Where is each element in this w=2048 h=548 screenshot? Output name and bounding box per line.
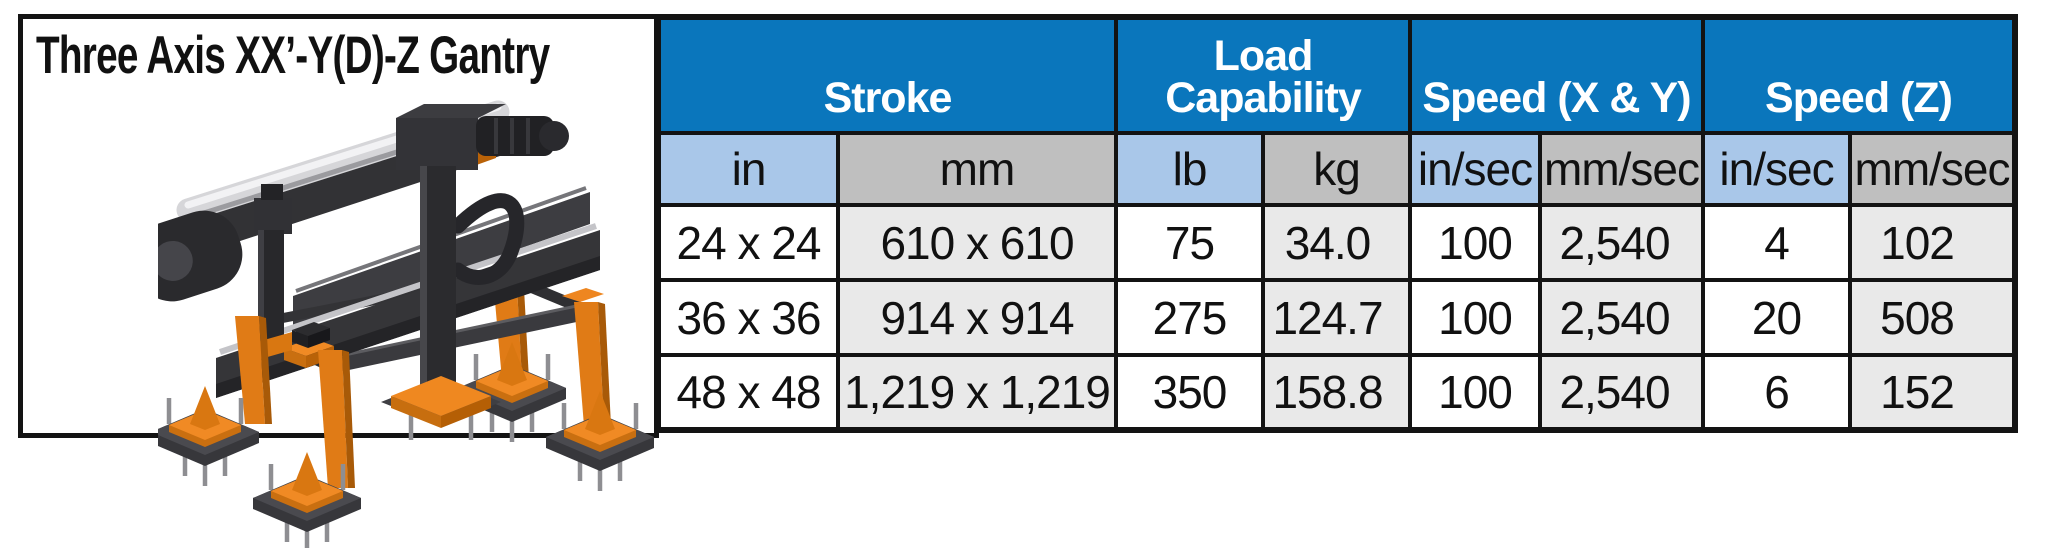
cell-speedz-mmsec: 508: [1848, 278, 2017, 357]
unit-speedxy-insec: in/sec: [1408, 131, 1542, 207]
unit-speedz-mmsec: mm/sec: [1848, 131, 2017, 207]
unit-stroke-mm: mm: [836, 131, 1118, 207]
cell-speedz-mmsec: 152: [1848, 353, 2017, 432]
cell-speedxy-insec: 100: [1408, 278, 1542, 357]
gantry-leg: [546, 288, 654, 491]
cell-stroke-in: 24 x 24: [656, 203, 840, 282]
cell-speedxy-mmsec: 2,540: [1538, 278, 1705, 357]
group-header-load-capability: Load Capability: [1114, 15, 1412, 135]
gantry-product-image: [158, 100, 670, 548]
cell-load-kg: 34.0: [1261, 203, 1412, 282]
cell-speedz-insec: 20: [1701, 278, 1852, 357]
cell-speedxy-mmsec: 2,540: [1538, 203, 1705, 282]
cell-speedxy-insec: 100: [1408, 353, 1542, 432]
group-header-speed-z: Speed (Z): [1701, 15, 2017, 135]
table-row: 24 x 24 610 x 610 75 34.0 100 2,540 4 10…: [656, 203, 2017, 282]
cell-stroke-mm: 1,219 x 1,219: [836, 353, 1118, 432]
cell-speedz-insec: 4: [1701, 203, 1852, 282]
cell-stroke-mm: 914 x 914: [836, 278, 1118, 357]
belt-housing: [158, 210, 243, 302]
gantry-leg: [253, 350, 361, 548]
cell-load-kg: 124.7: [1261, 278, 1412, 357]
gantry-z-axis: [381, 104, 569, 440]
unit-speedz-insec: in/sec: [1701, 131, 1852, 207]
unit-load-kg: kg: [1261, 131, 1412, 207]
group-header-speed-xy: Speed (X & Y): [1408, 15, 1705, 135]
cell-stroke-mm: 610 x 610: [836, 203, 1118, 282]
cell-speedz-insec: 6: [1701, 353, 1852, 432]
gantry-leg: [158, 316, 272, 486]
table-row: 36 x 36 914 x 914 275 124.7 100 2,540 20…: [656, 278, 2017, 357]
table-row: 48 x 48 1,219 x 1,219 350 158.8 100 2,54…: [656, 353, 2017, 432]
group-header-stroke: Stroke: [656, 15, 1118, 135]
cell-speedz-mmsec: 102: [1848, 203, 2017, 282]
cell-load-lb: 75: [1114, 203, 1265, 282]
spec-table: Stroke Load Capability Speed (X & Y) Spe…: [655, 14, 2018, 433]
table-unit-header-row: in mm lb kg in/sec mm/sec in/sec mm/sec: [656, 131, 2017, 207]
unit-speedxy-mmsec: mm/sec: [1538, 131, 1705, 207]
gantry-tool-plate: [381, 376, 501, 440]
product-title: Three Axis XX’-Y(D)-Z Gantry: [36, 26, 550, 85]
cell-load-lb: 275: [1114, 278, 1265, 357]
cell-stroke-in: 36 x 36: [656, 278, 840, 357]
unit-load-lb: lb: [1114, 131, 1265, 207]
cell-speedxy-insec: 100: [1408, 203, 1542, 282]
cell-load-kg: 158.8: [1261, 353, 1412, 432]
cell-stroke-in: 48 x 48: [656, 353, 840, 432]
cell-load-lb: 350: [1114, 353, 1265, 432]
unit-stroke-in: in: [656, 131, 840, 207]
cell-speedxy-mmsec: 2,540: [1538, 353, 1705, 432]
table-group-header-row: Stroke Load Capability Speed (X & Y) Spe…: [656, 15, 2017, 135]
